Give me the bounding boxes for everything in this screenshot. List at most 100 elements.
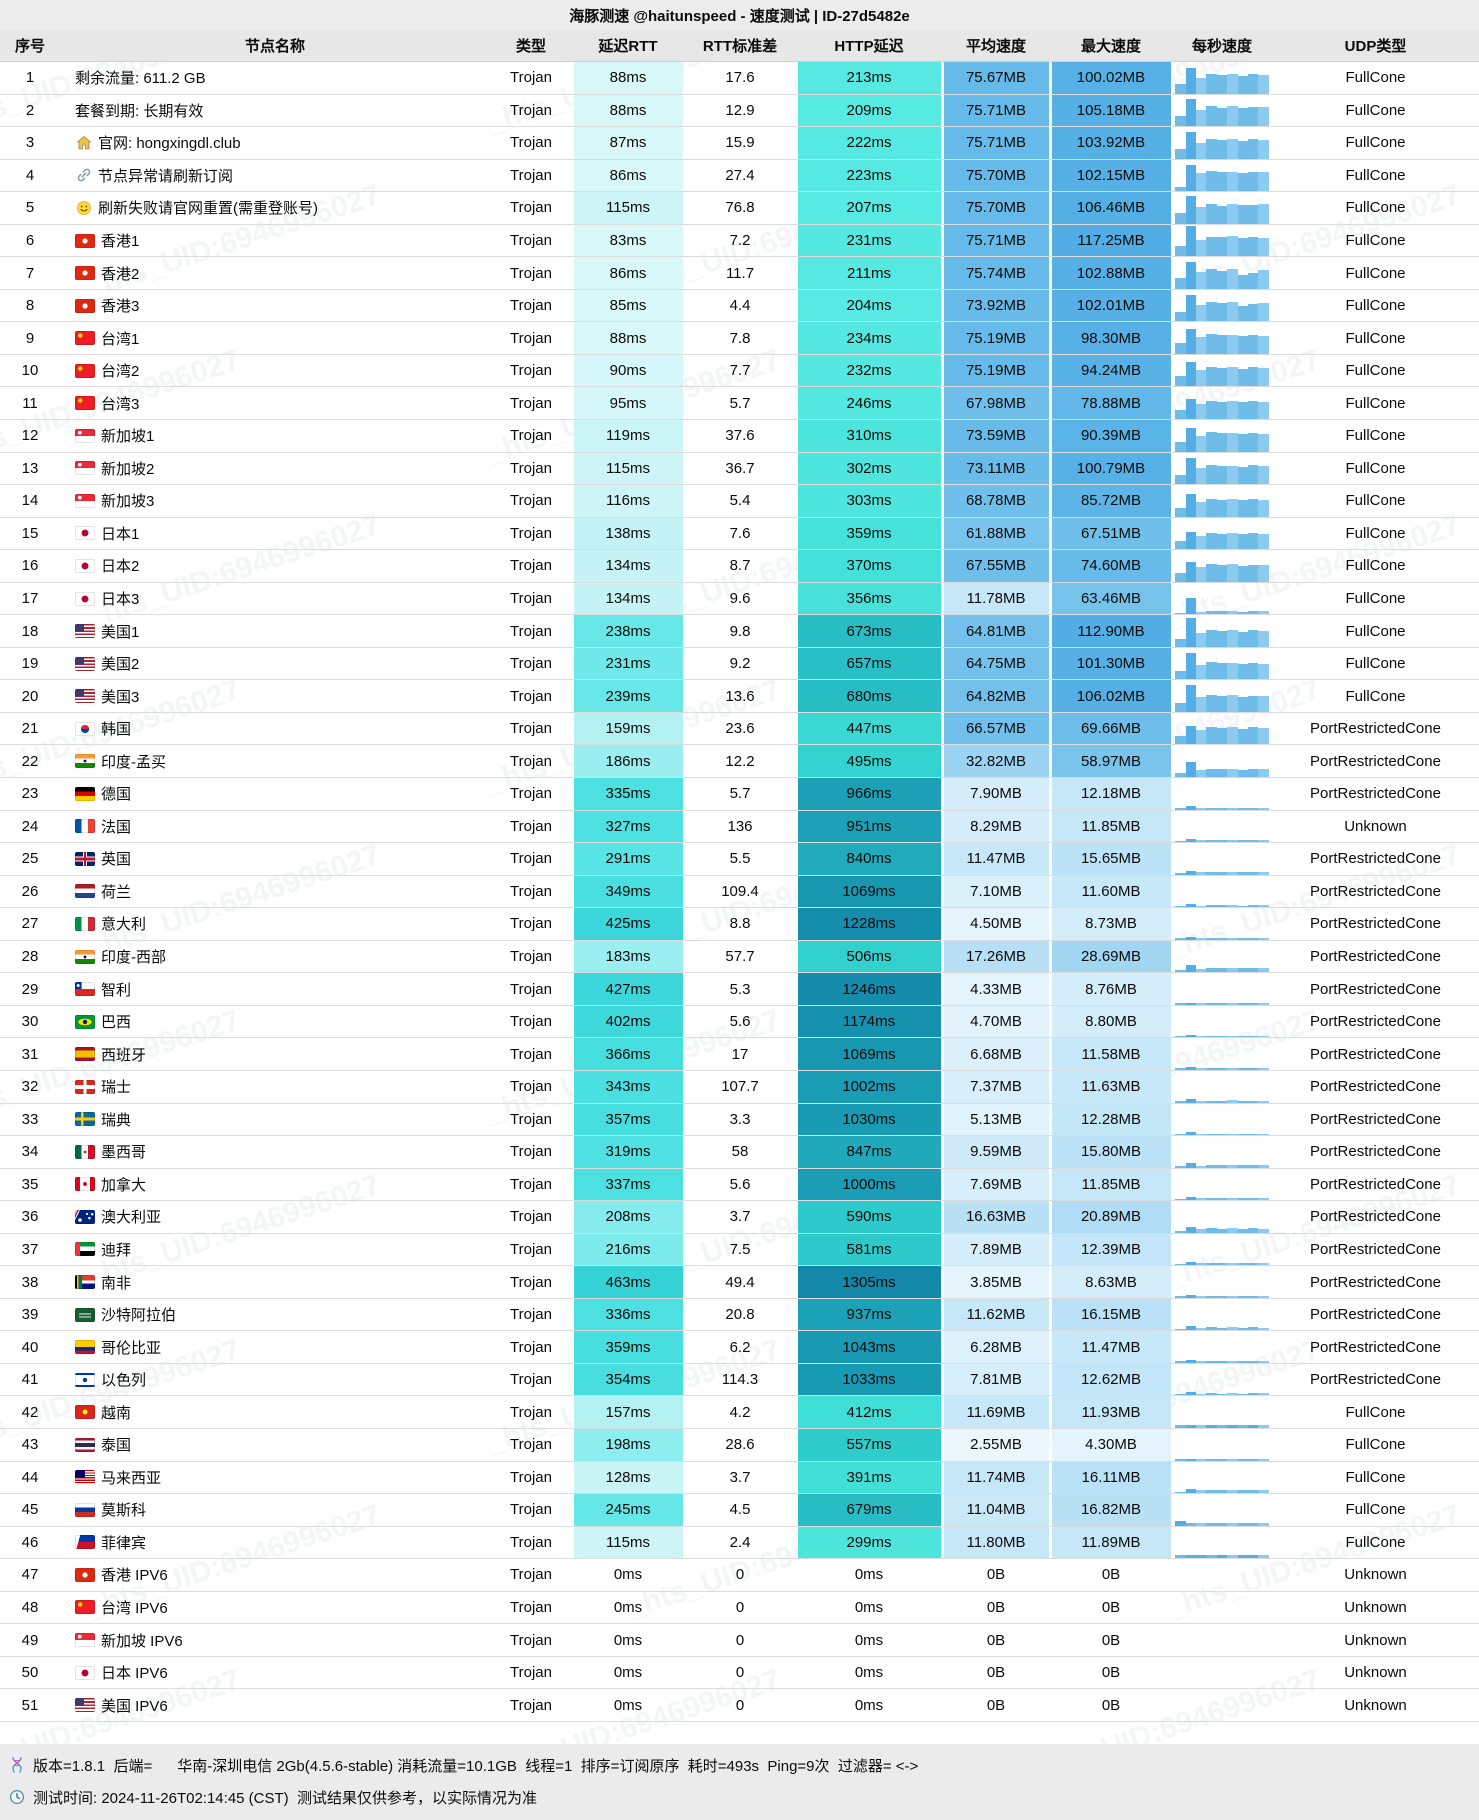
spark-bar <box>1237 565 1248 582</box>
http-latency-cell: 246ms <box>796 387 942 420</box>
max-speed-value: 106.02MB <box>1051 680 1171 712</box>
spark-bar <box>1247 1296 1259 1298</box>
spark-bar <box>1175 442 1186 452</box>
rtt-cell: 208ms <box>572 1201 684 1233</box>
header-col-5: HTTP延迟 <box>834 38 904 55</box>
spark-bar <box>1206 1489 1217 1494</box>
avg-speed-cell: 73.59MB <box>942 420 1050 452</box>
rtt-value: 357ms <box>573 1103 683 1136</box>
spark-bar <box>1227 938 1238 940</box>
node-type: Trojan <box>510 1175 552 1193</box>
table-row: 48 台湾 IPV6 Trojan 0ms 0 0ms 0B 0B Unknown <box>0 1592 1479 1625</box>
spark-bar <box>1258 840 1269 843</box>
max-speed-cell: 16.82MB <box>1050 1494 1172 1526</box>
node-name: 节点异常请刷新订阅 <box>98 167 234 185</box>
flag-sg-icon <box>75 461 95 476</box>
speed-sparkline <box>1172 1136 1272 1168</box>
spark-bar <box>1216 139 1228 159</box>
spark-bar <box>1258 695 1269 712</box>
avg-speed-cell: 75.19MB <box>942 322 1050 354</box>
spark-bar <box>1237 368 1248 387</box>
avg-speed-value: 11.47MB <box>943 843 1049 875</box>
rtt-cell: 138ms <box>572 517 684 550</box>
node-name-cell: 菲律宾 <box>60 1527 490 1559</box>
max-speed-cell: 11.89MB <box>1050 1526 1172 1559</box>
spark-bar <box>1196 1263 1207 1266</box>
rtt-value: 115ms <box>573 452 683 485</box>
spark-bar <box>1247 303 1259 322</box>
rtt-stddev-cell: 0 <box>735 1598 745 1616</box>
table-row: 10 台湾2 Trojan 90ms 7.7 232ms 75.19MB 94.24MB Ful… <box>0 354 1479 388</box>
spark-bar <box>1206 401 1217 420</box>
row-index: 47 <box>21 1566 39 1584</box>
node-name-cell: 印度-西部 <box>60 941 490 973</box>
rtt-value: 335ms <box>573 778 683 810</box>
spark-bar <box>1237 500 1248 517</box>
spark-bar <box>1247 630 1259 647</box>
max-speed-value: 102.88MB <box>1051 257 1171 289</box>
spark-bar <box>1216 270 1228 289</box>
spark-bar <box>1175 541 1186 550</box>
spark-bar <box>1227 967 1238 973</box>
spark-bar <box>1237 1459 1248 1461</box>
spark-bar <box>1206 1263 1217 1266</box>
spark-bar <box>1258 663 1269 680</box>
avg-speed-cell: 7.89MB <box>942 1233 1050 1266</box>
max-speed-cell: 8.63MB <box>1050 1266 1172 1298</box>
spark-bar <box>1196 1555 1207 1559</box>
node-name: 新加坡2 <box>101 460 155 478</box>
row-index: 31 <box>21 1045 39 1063</box>
rtt-stddev-cell: 11.7 <box>725 264 755 282</box>
spark-bar <box>1206 138 1217 159</box>
spark-bar <box>1175 735 1186 745</box>
node-name: 澳大利亚 <box>101 1209 162 1227</box>
node-type: Trojan <box>510 394 552 412</box>
avg-speed-value: 32.82MB <box>943 745 1049 778</box>
rtt-stddev-cell: 8.8 <box>729 915 751 933</box>
spark-bar <box>1196 1198 1207 1201</box>
spark-bar <box>1227 465 1238 485</box>
max-speed-cell: 11.58MB <box>1050 1038 1172 1070</box>
udp-type-cell: PortRestrictedCone <box>1310 752 1441 770</box>
node-type: Trojan <box>510 622 552 640</box>
spark-bar <box>1237 534 1248 550</box>
speed-sparkline <box>1172 1201 1272 1233</box>
node-name: 美国3 <box>101 688 140 706</box>
http-latency-value: 211ms <box>797 257 941 289</box>
spark-bar <box>1185 164 1197 192</box>
spark-bar <box>1247 1035 1259 1038</box>
max-speed-value: 28.69MB <box>1051 940 1171 973</box>
row-index: 44 <box>21 1468 39 1486</box>
row-index: 49 <box>21 1631 39 1649</box>
node-name-cell: 墨西哥 <box>60 1136 490 1168</box>
rtt-stddev-cell: 49.4 <box>725 1273 755 1291</box>
avg-speed-cell: 6.28MB <box>942 1331 1050 1363</box>
avg-speed-cell: 75.67MB <box>942 62 1050 94</box>
table-row: 1 剩余流量: 611.2 GB Trojan 88ms 17.6 213ms 75.67M… <box>0 62 1479 95</box>
rtt-value: 319ms <box>573 1136 683 1168</box>
spark-bar <box>1175 278 1186 289</box>
avg-speed-value: 11.74MB <box>943 1461 1049 1494</box>
http-latency-value: 412ms <box>797 1396 941 1428</box>
max-speed-cell: 16.11MB <box>1050 1461 1172 1494</box>
rtt-stddev-cell: 17.6 <box>725 69 755 87</box>
spark-bar <box>1227 1393 1238 1396</box>
spark-bar <box>1216 1296 1228 1298</box>
spark-bar <box>1196 1296 1207 1298</box>
node-name-cell: 澳大利亚 <box>60 1201 490 1233</box>
node-type: Trojan <box>510 1371 552 1389</box>
node-name: 印度-孟买 <box>101 753 166 771</box>
spark-bar <box>1196 1425 1207 1428</box>
rtt-value: 245ms <box>573 1494 683 1526</box>
speed-sparkline <box>1172 811 1272 843</box>
flag-jp-icon <box>75 1665 95 1680</box>
spark-bar <box>1206 1459 1217 1461</box>
max-speed-cell: 98.30MB <box>1050 322 1172 354</box>
flag-co-icon <box>75 1340 95 1355</box>
node-name: 台湾 IPV6 <box>101 1599 168 1617</box>
spark-bar <box>1175 1133 1186 1136</box>
table-row: 51 美国 IPV6 Trojan 0ms 0 0ms 0B 0B Unknown <box>0 1689 1479 1722</box>
spark-bar <box>1175 1491 1186 1494</box>
http-latency-cell: 207ms <box>796 192 942 224</box>
rtt-cell: 349ms <box>572 875 684 908</box>
